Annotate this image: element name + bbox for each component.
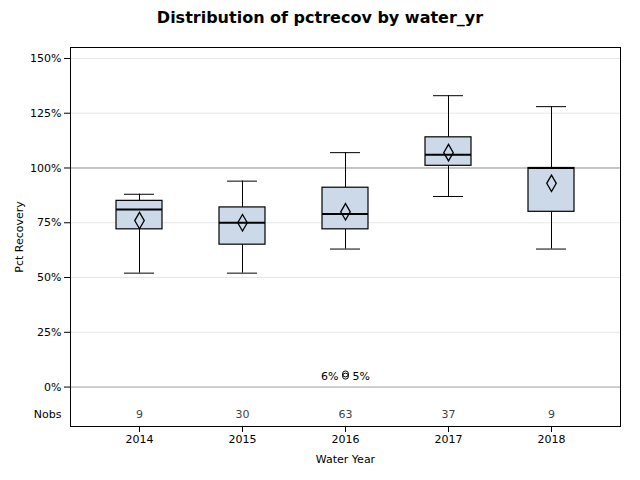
svg-text:9: 9 — [548, 408, 555, 421]
svg-text:0%: 0% — [44, 381, 61, 394]
svg-text:75%: 75% — [37, 216, 61, 229]
svg-text:Pct Recovery: Pct Recovery — [13, 201, 26, 273]
svg-text:5%: 5% — [353, 370, 370, 383]
svg-text:50%: 50% — [37, 271, 61, 284]
svg-text:63: 63 — [339, 408, 353, 421]
svg-text:2016: 2016 — [332, 433, 360, 446]
svg-text:2015: 2015 — [229, 433, 257, 446]
svg-text:9: 9 — [136, 408, 143, 421]
svg-text:100%: 100% — [30, 162, 61, 175]
svg-text:6%: 6% — [321, 370, 338, 383]
svg-text:125%: 125% — [30, 107, 61, 120]
svg-text:2018: 2018 — [538, 433, 566, 446]
svg-text:Nobs: Nobs — [34, 408, 62, 421]
svg-text:2014: 2014 — [126, 433, 154, 446]
html-text:Distribution of pctrecov by wa: Distribution of pctrecov by water_yr — [156, 8, 484, 27]
svg-text:150%: 150% — [30, 52, 61, 65]
svg-text:2017: 2017 — [435, 433, 463, 446]
svg-text:25%: 25% — [37, 326, 61, 339]
svg-text:37: 37 — [442, 408, 456, 421]
svg-text:Water Year: Water Year — [316, 453, 376, 466]
svg-text:30: 30 — [236, 408, 250, 421]
